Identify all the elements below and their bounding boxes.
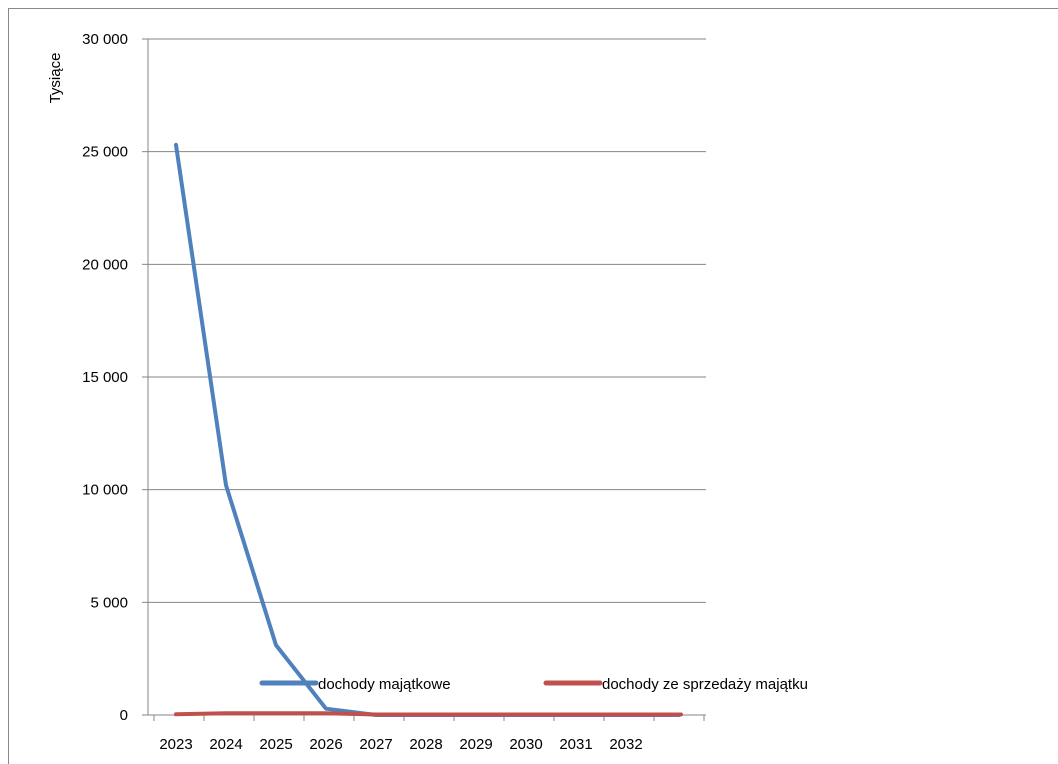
- legend-label-1: dochody majątkowe: [318, 676, 451, 693]
- x-tick-label: 2023: [159, 736, 192, 753]
- x-tick-label: 2027: [359, 736, 392, 753]
- y-axis-label: Tysiące: [47, 53, 64, 104]
- x-tick-label: 2031: [559, 736, 592, 753]
- x-tick-label: 2028: [409, 736, 442, 753]
- chart-frame: [8, 8, 1058, 764]
- x-tick-label: 2024: [209, 736, 242, 753]
- series-line-1: [174, 142, 681, 717]
- y-tick-label: 30 000: [82, 31, 128, 48]
- x-tick-label: 2030: [509, 736, 542, 753]
- x-tick-label: 2025: [259, 736, 292, 753]
- x-tick-label: 2029: [459, 736, 492, 753]
- x-tick-label: 2026: [309, 736, 342, 753]
- x-tick-label: 2032: [609, 736, 642, 753]
- y-tick-label: 20 000: [82, 256, 128, 273]
- legend: dochody majątkowe dochody ze sprzedaży ma…: [259, 676, 808, 693]
- y-tick-label: 5 000: [90, 594, 128, 611]
- x-axis-ticks: 2023 2024 2025 2026 2027 2028 2029 2030 2031 2032: [153, 715, 705, 753]
- y-tick-label: 15 000: [82, 369, 128, 386]
- series-line-2: [174, 711, 683, 717]
- gridlines: [148, 38, 706, 603]
- y-tick-label: 0: [120, 707, 128, 724]
- series-lines: [174, 142, 683, 717]
- legend-label-2: dochody ze sprzedaży majątku: [602, 676, 808, 693]
- y-tick-label: 25 000: [82, 144, 128, 161]
- y-tick-label: 10 000: [82, 482, 128, 499]
- y-axis-ticks: 0 5 000 10 000 15 000 20 000 25 000 30 000: [82, 31, 148, 724]
